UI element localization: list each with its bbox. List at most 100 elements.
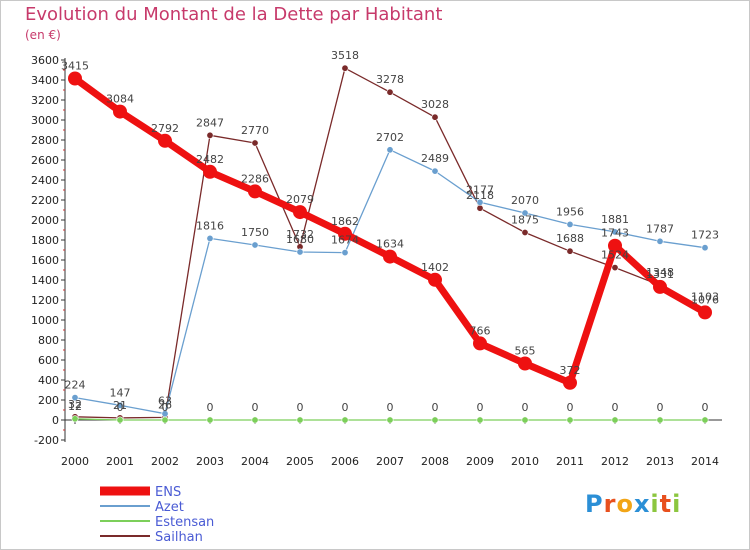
x-tick-label: 2014 xyxy=(691,455,719,468)
data-label-ens: 2079 xyxy=(286,193,314,206)
data-label-ens: 1634 xyxy=(376,238,404,251)
data-label-estensan: 0 xyxy=(612,401,619,414)
data-point-estensan xyxy=(521,416,529,424)
data-point-estensan xyxy=(206,416,214,424)
data-label-azet: 1816 xyxy=(196,219,224,232)
data-point-sailhan xyxy=(521,229,529,237)
data-point-ens xyxy=(563,375,577,390)
data-point-estensan xyxy=(341,416,349,424)
data-point-estensan xyxy=(701,416,709,424)
x-tick-label: 2013 xyxy=(646,455,674,468)
data-label-sailhan: 32 xyxy=(68,398,82,411)
x-tick-label: 2001 xyxy=(106,455,134,468)
data-label-estensan: 0 xyxy=(117,401,124,414)
data-point-estensan xyxy=(296,416,304,424)
data-point-azet xyxy=(656,237,664,245)
x-tick-label: 2009 xyxy=(466,455,494,468)
logo-letter: P xyxy=(585,490,604,518)
data-point-azet xyxy=(341,249,349,257)
data-point-azet xyxy=(161,410,169,418)
data-label-ens: 2792 xyxy=(151,122,179,135)
data-label-azet: 1956 xyxy=(556,205,584,218)
legend-label-sailhan: Sailhan xyxy=(155,530,203,545)
data-point-sailhan xyxy=(206,131,214,139)
y-tick-label: 2400 xyxy=(31,174,59,187)
data-point-azet xyxy=(431,167,439,175)
data-label-azet: 2702 xyxy=(376,131,404,144)
data-label-ens: 1076 xyxy=(691,293,719,306)
data-point-azet xyxy=(296,248,304,256)
x-tick-label: 2006 xyxy=(331,455,359,468)
data-point-ens xyxy=(653,279,667,294)
data-point-azet xyxy=(611,228,619,236)
data-label-sailhan: 26 xyxy=(158,398,172,411)
data-label-sailhan: 1103 xyxy=(691,291,719,304)
x-tick-label: 2011 xyxy=(556,455,584,468)
data-point-ens xyxy=(428,272,442,287)
y-tick-label: 2600 xyxy=(31,154,59,167)
data-point-sailhan xyxy=(251,139,259,147)
data-label-ens: 565 xyxy=(515,345,536,358)
data-label-ens: 372 xyxy=(560,364,581,377)
data-label-ens: 3084 xyxy=(106,93,134,106)
data-label-sailhan: 1688 xyxy=(556,232,584,245)
data-label-estensan: 12 xyxy=(68,400,82,413)
y-tick-label: 1000 xyxy=(31,314,59,327)
y-tick-label: -200 xyxy=(34,434,59,447)
data-label-estensan: 0 xyxy=(432,401,439,414)
data-point-ens xyxy=(158,133,172,148)
data-label-sailhan: 21 xyxy=(113,399,127,412)
data-label-ens: 1402 xyxy=(421,261,449,274)
data-point-estensan xyxy=(656,416,664,424)
data-label-azet: 2489 xyxy=(421,152,449,165)
data-label-ens: 3415 xyxy=(61,60,89,73)
y-tick-label: 1200 xyxy=(31,294,59,307)
data-label-sailhan: 2770 xyxy=(241,124,269,137)
data-label-azet: 1680 xyxy=(286,233,314,246)
data-point-estensan xyxy=(611,416,619,424)
data-point-sailhan xyxy=(611,264,619,272)
data-point-azet xyxy=(521,209,529,217)
data-point-ens xyxy=(473,336,487,351)
data-label-ens: 1743 xyxy=(601,227,629,240)
data-point-ens xyxy=(203,164,217,179)
data-point-estensan xyxy=(251,416,259,424)
y-tick-label: 600 xyxy=(38,354,59,367)
logo-letter: t xyxy=(659,490,673,518)
proxiti-logo: Proxiti xyxy=(585,490,681,518)
data-label-azet: 224 xyxy=(65,379,86,392)
data-point-estensan xyxy=(71,415,79,423)
data-point-azet xyxy=(701,244,709,252)
data-label-sailhan: 1732 xyxy=(286,228,314,241)
legend-label-estensan: Estensan xyxy=(155,515,214,530)
logo-letter: o xyxy=(616,490,634,518)
data-point-sailhan xyxy=(341,64,349,72)
data-point-estensan xyxy=(476,416,484,424)
data-point-azet xyxy=(206,234,214,242)
data-point-sailhan xyxy=(386,88,394,96)
y-tick-label: 2000 xyxy=(31,214,59,227)
y-tick-label: 800 xyxy=(38,334,59,347)
data-label-azet: 2070 xyxy=(511,194,539,207)
data-label-estensan: 0 xyxy=(387,401,394,414)
logo-letter: i xyxy=(650,490,660,518)
y-tick-label: 1600 xyxy=(31,254,59,267)
data-point-ens xyxy=(608,238,622,253)
data-label-azet: 63 xyxy=(158,395,172,408)
logo-letter: x xyxy=(633,490,651,518)
data-label-estensan: 0 xyxy=(162,401,169,414)
data-point-azet xyxy=(116,401,124,409)
data-label-estensan: 0 xyxy=(567,401,574,414)
data-point-ens xyxy=(383,249,397,264)
data-label-estensan: 0 xyxy=(342,401,349,414)
data-label-estensan: 0 xyxy=(522,401,529,414)
data-label-ens: 766 xyxy=(470,324,491,337)
data-point-azet xyxy=(476,198,484,206)
data-label-estensan: 0 xyxy=(477,401,484,414)
data-label-sailhan: 2118 xyxy=(466,189,494,202)
data-label-azet: 1674 xyxy=(331,234,359,247)
chart-subtitle: (en €) xyxy=(25,28,61,42)
data-label-azet: 1787 xyxy=(646,222,674,235)
y-tick-label: 2200 xyxy=(31,194,59,207)
